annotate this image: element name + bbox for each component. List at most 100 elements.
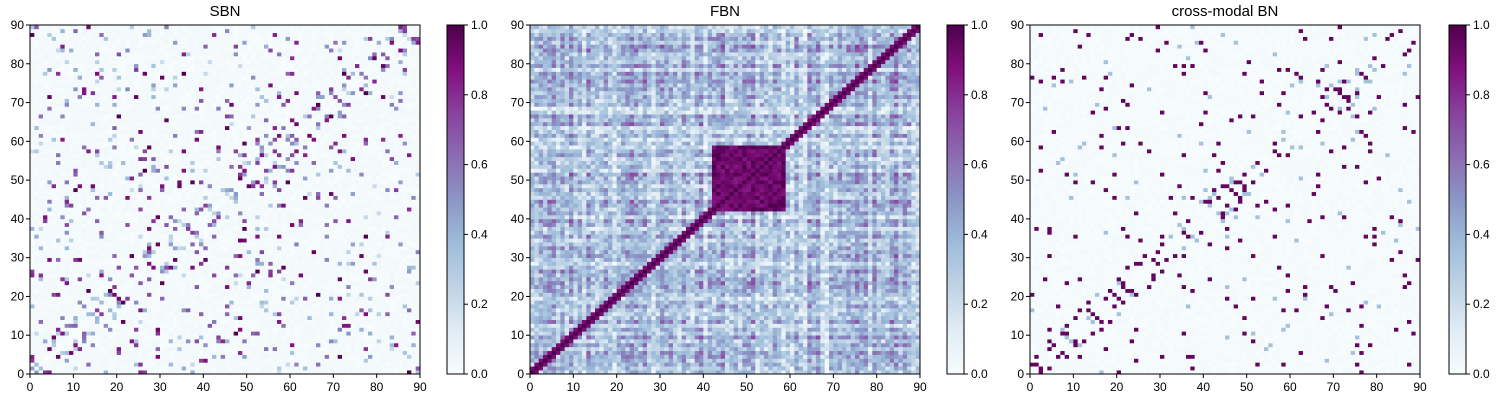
heatmap-cell xyxy=(246,176,252,181)
heatmap-cell xyxy=(402,288,408,293)
heatmap-cell xyxy=(186,273,191,278)
heatmap-cell xyxy=(342,296,347,301)
heatmap-cell xyxy=(298,311,304,317)
heatmap-cell xyxy=(60,292,65,297)
heatmap-cell xyxy=(190,180,195,185)
heatmap-cell xyxy=(394,176,399,181)
heatmap-cell xyxy=(394,362,399,367)
heatmap-cell xyxy=(212,164,217,169)
heatmap-cell xyxy=(51,335,57,340)
heatmap-cell xyxy=(112,323,117,328)
heatmap-cell xyxy=(311,350,317,355)
heatmap-cell xyxy=(77,315,83,321)
heatmap-cell xyxy=(333,242,338,247)
heatmap-cell xyxy=(376,215,382,220)
heatmap-cell xyxy=(376,226,382,231)
heatmap-cell xyxy=(207,300,213,305)
heatmap-cell xyxy=(108,327,113,332)
heatmap-cell xyxy=(190,280,195,286)
heatmap-cell xyxy=(372,253,377,258)
heatmap-cell xyxy=(385,288,390,293)
heatmap-cell xyxy=(103,296,109,301)
heatmap-cell xyxy=(99,265,104,270)
heatmap-cell xyxy=(90,238,96,243)
heatmap-cell xyxy=(173,265,178,270)
heatmap-cell xyxy=(177,319,182,324)
heatmap-cell xyxy=(155,350,161,355)
heatmap-cell xyxy=(90,222,96,227)
heatmap-cell xyxy=(411,354,416,359)
heatmap-cell xyxy=(268,261,273,266)
heatmap-cell xyxy=(255,226,260,231)
heatmap-cell xyxy=(86,160,91,165)
heatmap-cell xyxy=(82,172,87,177)
heatmap-cell xyxy=(160,315,165,321)
heatmap-cell xyxy=(82,226,87,231)
heatmap-cell xyxy=(376,277,382,282)
heatmap-cell xyxy=(147,187,152,193)
heatmap-cell xyxy=(199,257,204,262)
heatmap-cell xyxy=(69,346,74,352)
heatmap-cell xyxy=(290,358,295,363)
heatmap-cell xyxy=(151,215,156,220)
heatmap-cell xyxy=(229,234,234,239)
heatmap-cell xyxy=(225,199,230,204)
heatmap-cell xyxy=(47,311,52,317)
heatmap-cell xyxy=(86,234,91,239)
heatmap-cell xyxy=(90,323,96,328)
heatmap-cell xyxy=(346,370,351,375)
heatmap-cell xyxy=(346,203,351,208)
heatmap-cell xyxy=(320,288,325,293)
heatmap-cell xyxy=(216,300,221,305)
heatmap-cell xyxy=(359,234,364,239)
heatmap-cell xyxy=(203,183,208,189)
heatmap-cell xyxy=(112,199,117,204)
heatmap-cell xyxy=(99,168,104,173)
heatmap-cell xyxy=(164,346,169,352)
heatmap-cell xyxy=(147,238,152,243)
heatmap-cell xyxy=(99,296,104,301)
heatmap-cell xyxy=(99,242,104,247)
heatmap-cell xyxy=(381,300,386,305)
heatmap-cell xyxy=(212,331,217,336)
heatmap-cell xyxy=(199,218,204,224)
heatmap-cell xyxy=(320,261,325,266)
heatmap-cell xyxy=(168,354,174,359)
heatmap-cell xyxy=(303,362,308,367)
heatmap-cell xyxy=(363,350,369,355)
heatmap-cell xyxy=(95,253,100,258)
heatmap-cell xyxy=(281,164,286,169)
heatmap-cell xyxy=(30,180,35,185)
heatmap-cell xyxy=(51,246,57,251)
heatmap-cell xyxy=(30,366,35,371)
heatmap-cell xyxy=(138,311,143,317)
heatmap-cell xyxy=(307,331,312,336)
heatmap-cell xyxy=(47,246,52,251)
heatmap-cell xyxy=(402,249,408,255)
heatmap-cell xyxy=(125,211,130,216)
heatmap-cell xyxy=(242,160,247,165)
heatmap-cell xyxy=(155,265,161,270)
heatmap-cell xyxy=(112,191,117,196)
heatmap-cell xyxy=(181,319,187,324)
heatmap-cell xyxy=(281,292,286,297)
heatmap-cell xyxy=(99,238,104,243)
heatmap-cell xyxy=(320,230,325,235)
heatmap-cell xyxy=(394,180,399,185)
heatmap-cell xyxy=(259,176,265,181)
heatmap-cell xyxy=(108,311,113,317)
heatmap-cell xyxy=(95,172,100,177)
heatmap-cell xyxy=(398,215,403,220)
heatmap-cell xyxy=(86,226,91,231)
heatmap-cell xyxy=(363,366,369,371)
heatmap-cell xyxy=(86,354,91,359)
heatmap-cell xyxy=(281,195,286,200)
heatmap-cell xyxy=(34,315,39,321)
heatmap-cell xyxy=(56,308,61,313)
heatmap-cell xyxy=(38,222,44,227)
heatmap-cell xyxy=(233,331,239,336)
heatmap-cell xyxy=(207,296,213,301)
heatmap-cell xyxy=(194,238,200,243)
heatmap-cell xyxy=(138,211,143,216)
heatmap-cell xyxy=(51,183,57,189)
